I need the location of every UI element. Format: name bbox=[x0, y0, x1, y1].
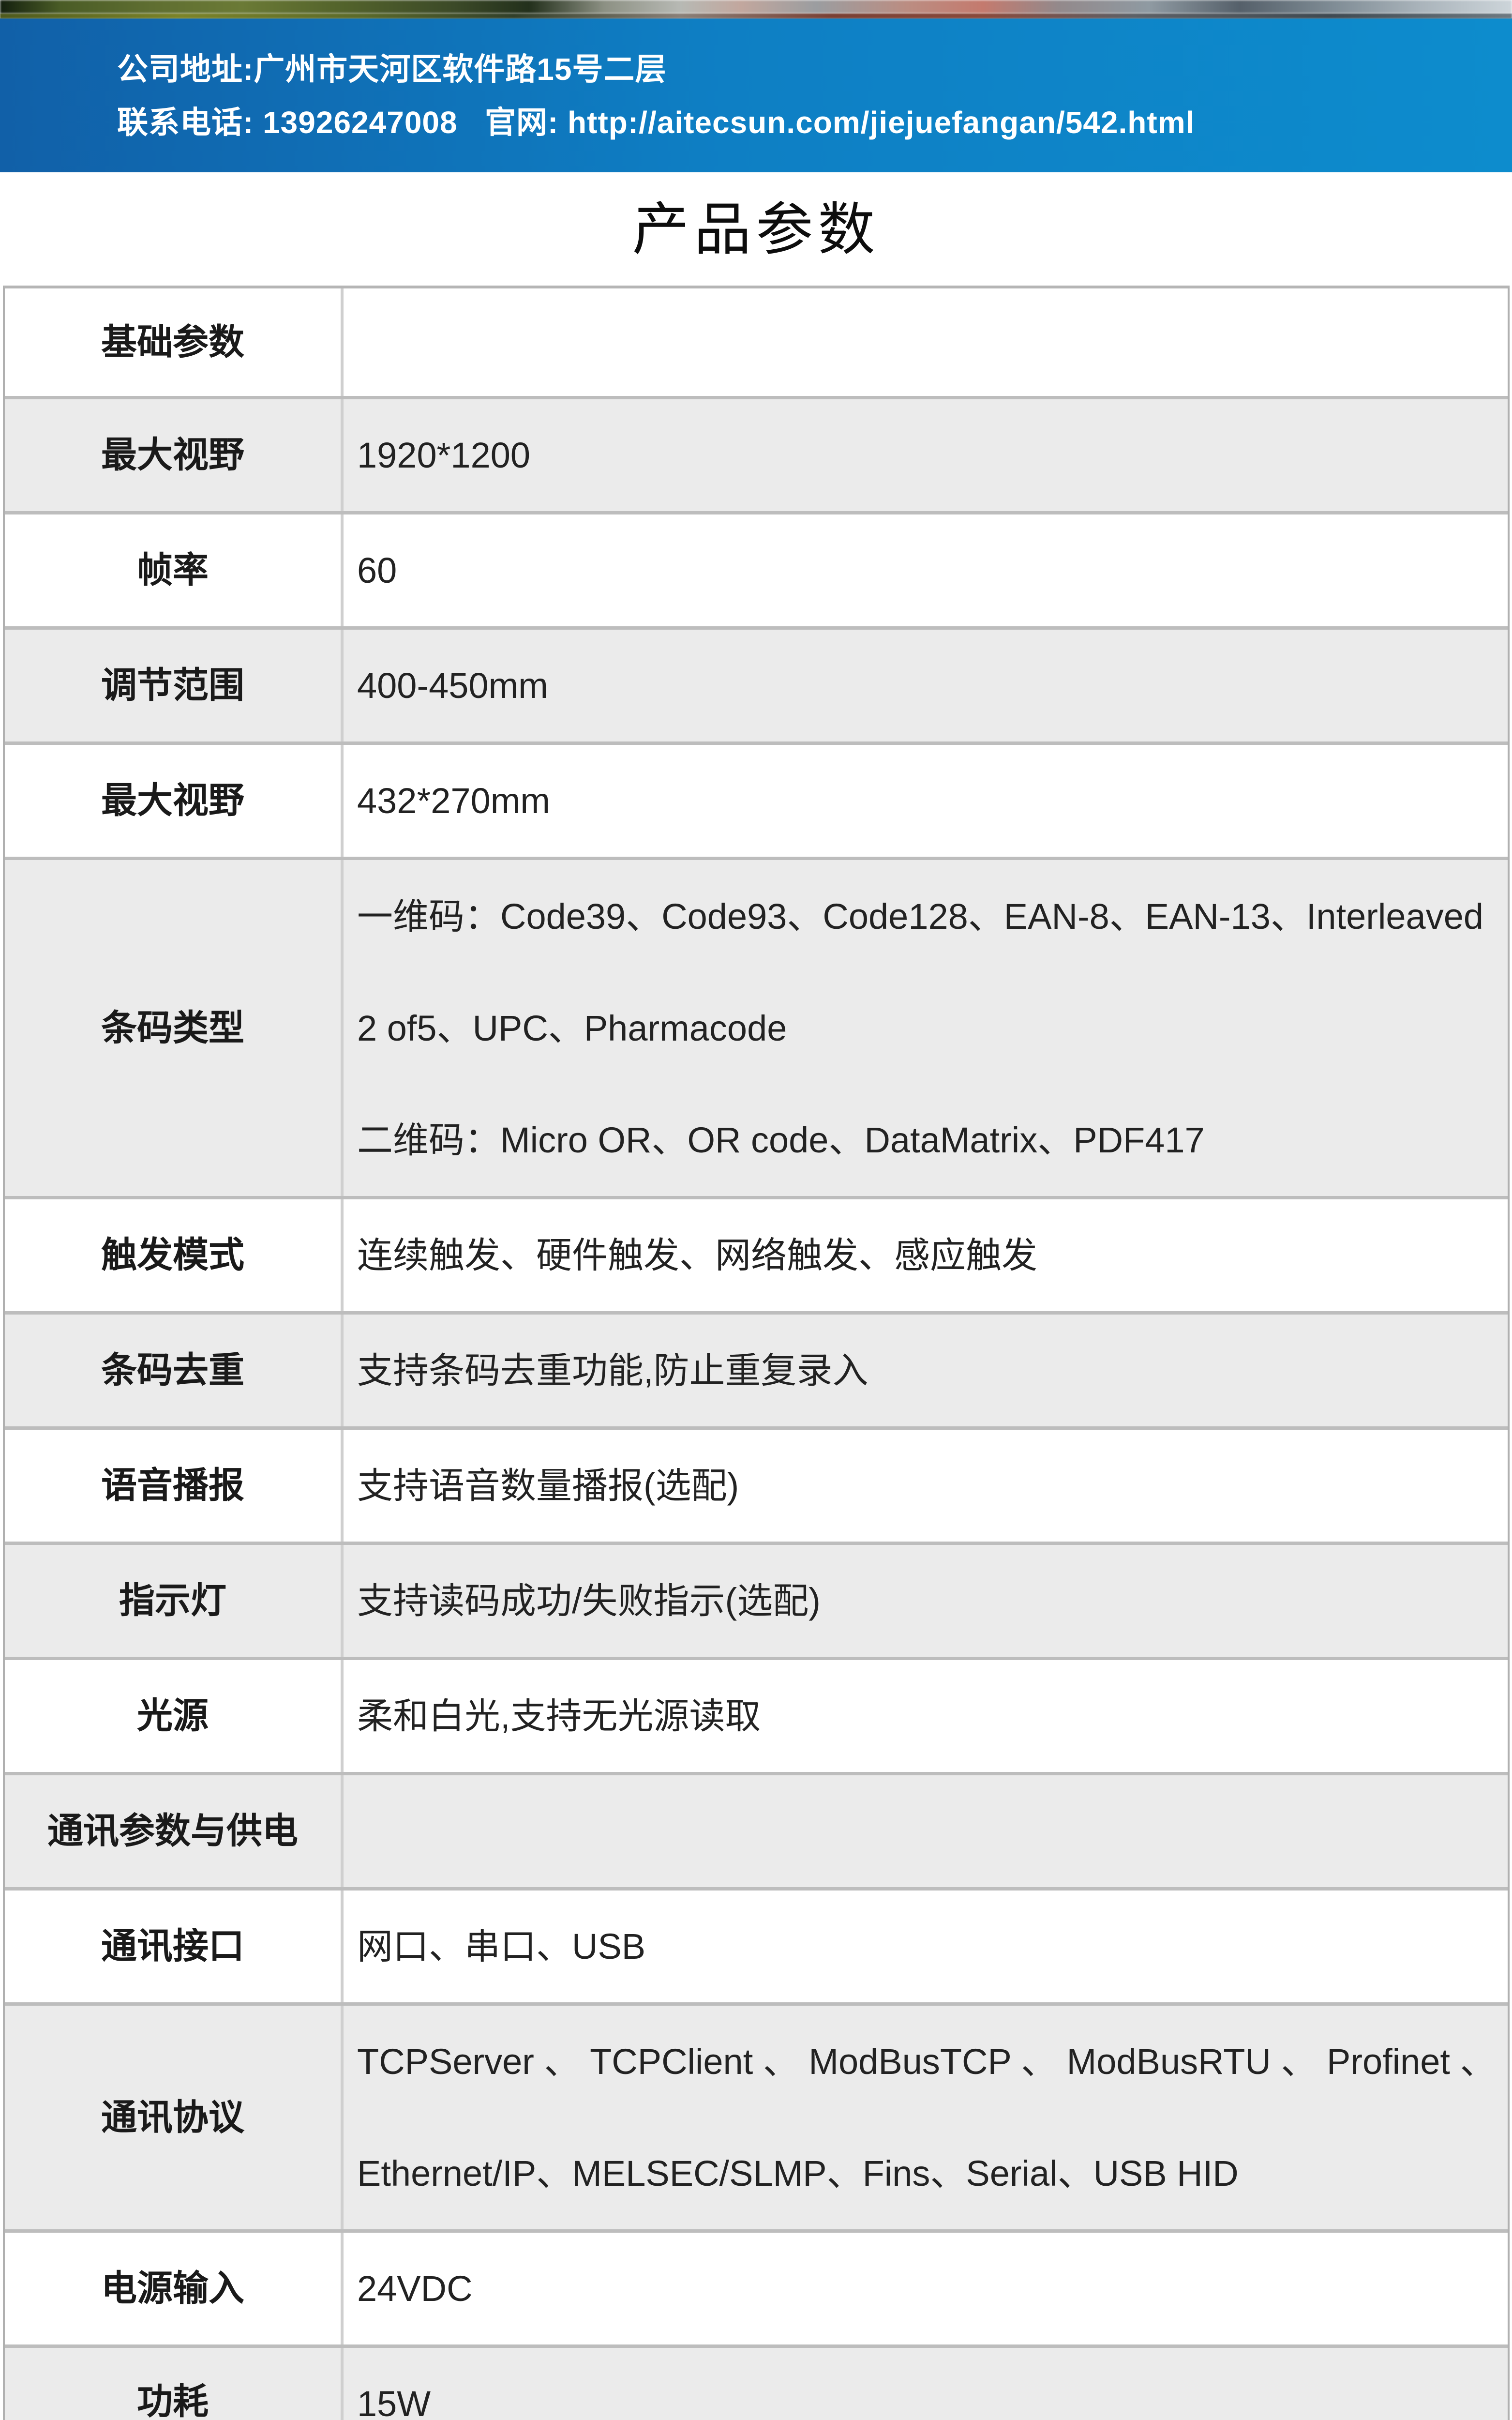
value-line: 支持语音数量播报(选配) bbox=[357, 1466, 739, 1506]
row-label: 条码类型 bbox=[5, 860, 344, 1196]
table-row-section-communication: 通讯参数与供电 bbox=[5, 1775, 1508, 1891]
value-line: 二维码：Micro OR、OR code、DataMatrix、PDF417 bbox=[357, 1119, 1205, 1160]
row-label: 通讯接口 bbox=[5, 1891, 344, 2002]
section-label: 通讯参数与供电 bbox=[5, 1775, 344, 1887]
value-line: 一维码：Code39、Code93、Code128、EAN-8、EAN-13、I… bbox=[357, 896, 1483, 937]
value-line: 2 of5、UPC、Pharmacode bbox=[357, 1008, 787, 1048]
row-value: 400-450mm bbox=[344, 630, 1508, 741]
table-row: 触发模式 连续触发、硬件触发、网络触发、感应触发 bbox=[5, 1199, 1508, 1315]
header-photo-strip bbox=[0, 0, 1512, 14]
row-value: 1920*1200 bbox=[344, 399, 1508, 511]
row-value: TCPServer 、 TCPClient 、 ModBusTCP 、 ModB… bbox=[344, 2006, 1508, 2229]
row-label: 帧率 bbox=[5, 514, 344, 626]
row-label: 最大视野 bbox=[5, 745, 344, 857]
table-row: 电源输入 24VDC bbox=[5, 2233, 1508, 2348]
company-address: 公司地址:广州市天河区软件路15号二层 bbox=[117, 52, 667, 87]
table-row: 指示灯 支持读码成功/失败指示(选配) bbox=[5, 1545, 1508, 1660]
section-label: 基础参数 bbox=[5, 288, 344, 396]
table-row: 最大视野 1920*1200 bbox=[5, 399, 1508, 514]
value-line: 柔和白光,支持无光源读取 bbox=[357, 1696, 761, 1736]
table-row-barcode-types: 条码类型 一维码：Code39、Code93、Code128、EAN-8、EAN… bbox=[5, 860, 1508, 1199]
value-line: 15W bbox=[357, 2384, 431, 2420]
value-line: 60 bbox=[357, 550, 397, 590]
row-value: 支持语音数量播报(选配) bbox=[344, 1430, 1508, 1542]
table-row-protocols: 通讯协议 TCPServer 、 TCPClient 、 ModBusTCP 、… bbox=[5, 2006, 1508, 2233]
value-line: Ethernet/IP、MELSEC/SLMP、Fins、Serial、USB … bbox=[357, 2153, 1239, 2193]
header-photo-edge bbox=[0, 14, 1512, 18]
value-line: 1920*1200 bbox=[357, 435, 531, 475]
value-line: 连续触发、硬件触发、网络触发、感应触发 bbox=[357, 1235, 1037, 1275]
table-row: 条码去重 支持条码去重功能,防止重复录入 bbox=[5, 1315, 1508, 1430]
company-info-banner: 公司地址:广州市天河区软件路15号二层 联系电话: 13926247008 官网… bbox=[0, 18, 1512, 172]
row-label: 条码去重 bbox=[5, 1315, 344, 1426]
table-row: 语音播报 支持语音数量播报(选配) bbox=[5, 1430, 1508, 1545]
value-line: TCPServer 、 TCPClient 、 ModBusTCP 、 ModB… bbox=[357, 2042, 1496, 2082]
row-value: 支持读码成功/失败指示(选配) bbox=[344, 1545, 1508, 1657]
row-value bbox=[344, 1775, 1508, 1887]
table-row-section-basic: 基础参数 bbox=[5, 288, 1508, 399]
row-label: 最大视野 bbox=[5, 399, 344, 511]
row-label: 语音播报 bbox=[5, 1430, 344, 1542]
row-value: 60 bbox=[344, 514, 1508, 626]
row-label: 电源输入 bbox=[5, 2233, 344, 2344]
row-label: 触发模式 bbox=[5, 1199, 344, 1311]
value-line: 24VDC bbox=[357, 2269, 473, 2309]
table-row: 最大视野 432*270mm bbox=[5, 745, 1508, 860]
table-row: 调节范围 400-450mm bbox=[5, 630, 1508, 745]
value-line: 网口、串口、USB bbox=[357, 1926, 646, 1966]
value-line: 支持读码成功/失败指示(选配) bbox=[357, 1581, 821, 1621]
table-row: 光源 柔和白光,支持无光源读取 bbox=[5, 1660, 1508, 1775]
row-value: 15W bbox=[344, 2348, 1508, 2420]
product-spec-table: 基础参数 最大视野 1920*1200 帧率 60 调节范围 400-450mm… bbox=[3, 286, 1510, 2420]
table-row: 通讯接口 网口、串口、USB bbox=[5, 1891, 1508, 2006]
row-value: 一维码：Code39、Code93、Code128、EAN-8、EAN-13、I… bbox=[344, 860, 1508, 1196]
value-line: 支持条码去重功能,防止重复录入 bbox=[357, 1350, 868, 1391]
table-row: 功耗 15W bbox=[5, 2348, 1508, 2420]
row-value bbox=[344, 288, 1508, 396]
row-value: 支持条码去重功能,防止重复录入 bbox=[344, 1315, 1508, 1426]
row-value: 网口、串口、USB bbox=[344, 1891, 1508, 2002]
row-label: 通讯协议 bbox=[5, 2006, 344, 2229]
value-line: 400-450mm bbox=[357, 666, 548, 706]
table-row: 帧率 60 bbox=[5, 514, 1508, 630]
value-line: 432*270mm bbox=[357, 781, 551, 821]
row-label: 指示灯 bbox=[5, 1545, 344, 1657]
row-label: 调节范围 bbox=[5, 630, 344, 741]
row-value: 连续触发、硬件触发、网络触发、感应触发 bbox=[344, 1199, 1508, 1311]
page-title: 产品参数 bbox=[632, 198, 880, 262]
row-value: 24VDC bbox=[344, 2233, 1508, 2344]
row-label: 光源 bbox=[5, 1660, 344, 1772]
row-value: 432*270mm bbox=[344, 745, 1508, 857]
company-contact-and-url: 联系电话: 13926247008 官网: http://aitecsun.co… bbox=[117, 105, 1195, 140]
row-value: 柔和白光,支持无光源读取 bbox=[344, 1660, 1508, 1772]
row-label: 功耗 bbox=[5, 2348, 344, 2420]
